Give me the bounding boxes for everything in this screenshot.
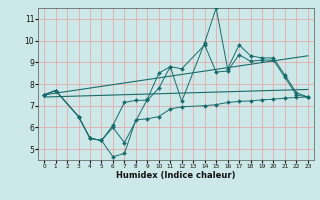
X-axis label: Humidex (Indice chaleur): Humidex (Indice chaleur) (116, 171, 236, 180)
